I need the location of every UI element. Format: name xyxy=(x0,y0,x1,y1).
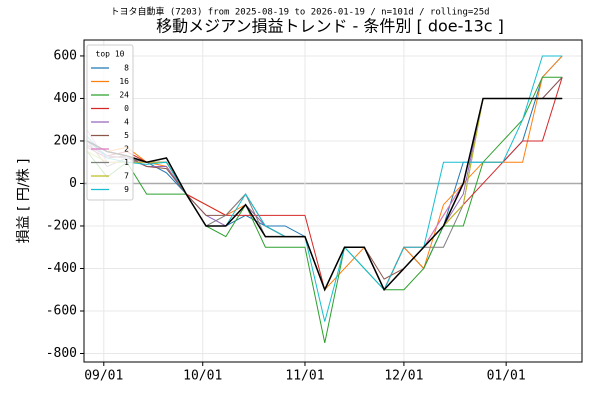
chart-subtitle: トヨタ自動車 (7203) from 2025-08-19 to 2026-01… xyxy=(110,6,489,18)
legend-label: 24 xyxy=(119,91,129,100)
legend-label: 8 xyxy=(124,64,129,73)
y-tick-label: 600 xyxy=(54,48,77,63)
legend-label: 9 xyxy=(124,185,129,194)
legend-title: top 10 xyxy=(96,50,125,59)
legend-label: 4 xyxy=(124,118,129,127)
legend: top 10 8 16 24 0 4 5 2 1 7 9 xyxy=(86,44,134,201)
legend-label: 16 xyxy=(119,77,129,86)
y-tick-label: -800 xyxy=(46,346,77,361)
y-tick-label: -600 xyxy=(46,303,77,318)
series-line xyxy=(86,55,563,322)
y-tick-label: 0 xyxy=(69,176,77,191)
legend-label: 5 xyxy=(124,131,129,140)
y-tick-label: 200 xyxy=(54,133,77,148)
x-tick-label: 11/01 xyxy=(285,369,324,384)
y-tick-label: -200 xyxy=(46,218,77,233)
legend-label: 0 xyxy=(124,104,129,113)
y-axis-label: 損益 [ 円/株 ] xyxy=(16,159,32,244)
legend-box xyxy=(86,44,134,201)
legend-label: 7 xyxy=(124,172,129,181)
y-tick-label: 400 xyxy=(54,91,77,106)
x-tick-label: 01/01 xyxy=(487,369,526,384)
x-tick-label: 12/01 xyxy=(384,369,423,384)
median-line xyxy=(86,97,563,292)
x-tick-label: 10/01 xyxy=(183,369,222,384)
x-tick-label: 09/01 xyxy=(84,369,123,384)
legend-label: 1 xyxy=(124,158,129,167)
plot-frame xyxy=(83,39,583,363)
y-tick-label: -400 xyxy=(46,261,77,276)
chart-title: 移動メジアン損益トレンド - 条件別 [ doe-13c ] xyxy=(156,17,504,36)
legend-label: 2 xyxy=(124,145,129,154)
